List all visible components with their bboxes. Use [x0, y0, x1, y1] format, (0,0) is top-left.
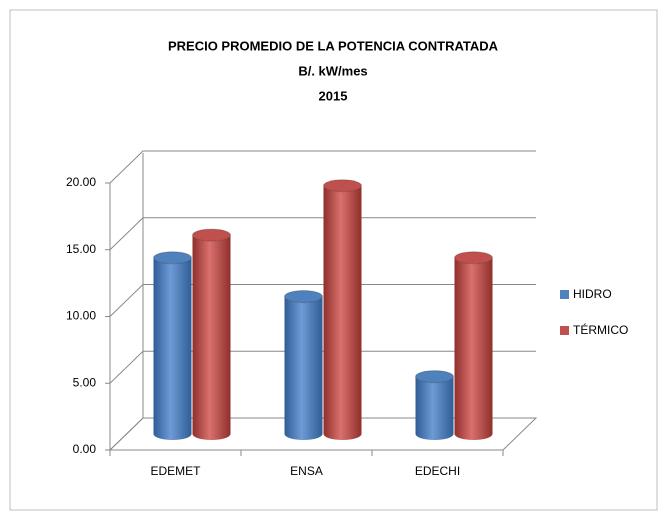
bar — [323, 185, 362, 440]
bar — [415, 376, 454, 440]
bar-top — [153, 251, 192, 265]
grid-line — [109, 217, 536, 251]
legend-swatch — [560, 326, 569, 335]
grid-line — [109, 150, 536, 184]
chart-subtitle: B/. kW/mes — [298, 63, 367, 78]
chart-subtitle: 2015 — [319, 88, 348, 103]
legend-label: HIDRO — [573, 287, 612, 301]
bar — [192, 235, 231, 440]
bar-top — [415, 370, 454, 384]
grid-line — [109, 284, 536, 317]
bar-top — [284, 289, 323, 303]
grid-line — [109, 417, 536, 451]
grid-line — [109, 350, 536, 384]
chart-title: PRECIO PROMEDIO DE LA POTENCIA CONTRATAD… — [168, 38, 499, 53]
bar-top — [192, 228, 231, 242]
bar — [153, 257, 192, 440]
y-tick-label: 0.00 — [73, 442, 97, 456]
bar-top — [454, 251, 493, 265]
y-tick-label: 10.00 — [66, 309, 96, 323]
bar — [454, 257, 493, 440]
y-tick-label: 15.00 — [66, 242, 96, 256]
y-tick-label: 20.00 — [66, 175, 96, 189]
x-tick-label: EDECHI — [415, 464, 460, 478]
x-tick-label: ENSA — [290, 464, 323, 478]
x-tick-label: EDEMET — [150, 464, 201, 478]
bar — [284, 296, 323, 440]
legend-label: TÉRMICO — [573, 322, 628, 337]
y-tick-label: 5.00 — [73, 375, 97, 389]
bar-top — [323, 179, 362, 193]
legend-swatch — [560, 290, 569, 299]
